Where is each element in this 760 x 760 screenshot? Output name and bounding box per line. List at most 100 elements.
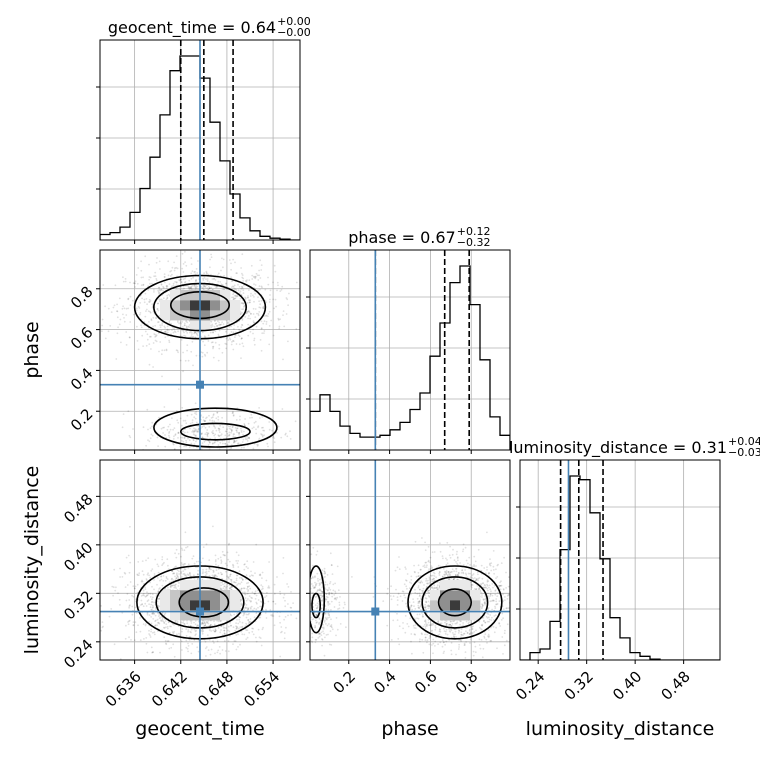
sample-point — [499, 625, 502, 627]
sample-point — [218, 335, 220, 337]
density-block — [200, 610, 211, 621]
sample-point — [478, 587, 481, 590]
sample-point — [483, 620, 485, 623]
sample-point — [125, 344, 128, 346]
sample-point — [259, 259, 262, 262]
sample-point — [245, 638, 248, 640]
sample-point — [131, 605, 134, 608]
sample-point — [484, 584, 487, 587]
sample-point — [253, 337, 256, 340]
sample-point — [122, 280, 125, 283]
sample-point — [171, 329, 173, 331]
sample-point — [265, 595, 268, 597]
sample-point — [133, 282, 136, 284]
sample-point — [187, 629, 190, 631]
sample-point — [275, 305, 277, 308]
sample-point — [432, 642, 435, 645]
sample-point — [247, 608, 250, 610]
sample-point — [197, 260, 199, 262]
sample-point — [213, 325, 216, 328]
sample-point — [421, 537, 423, 539]
sample-point — [166, 328, 169, 331]
sample-point — [175, 565, 177, 568]
sample-point — [465, 641, 467, 643]
sample-point — [280, 436, 283, 439]
sample-point — [209, 287, 211, 290]
sample-point — [468, 633, 471, 635]
sample-point — [262, 426, 264, 429]
sample-point — [241, 626, 243, 628]
sample-point — [190, 442, 193, 445]
sample-point — [233, 284, 236, 287]
density-block — [210, 300, 221, 311]
sample-point — [498, 622, 500, 624]
sample-point — [217, 444, 220, 446]
sample-point — [257, 425, 260, 428]
sample-point — [463, 632, 466, 635]
sample-point — [139, 312, 142, 314]
sample-point — [486, 579, 489, 582]
sample-point — [119, 576, 121, 578]
sample-point — [145, 637, 148, 639]
sample-point — [258, 306, 261, 309]
sample-point — [194, 434, 197, 437]
sample-point — [186, 647, 189, 650]
sample-point — [240, 326, 243, 328]
sample-point — [216, 440, 219, 443]
sample-point — [473, 564, 475, 566]
sample-point — [223, 629, 226, 632]
sample-point — [221, 581, 224, 584]
sample-point — [226, 443, 229, 446]
sample-point — [281, 630, 283, 633]
sample-point — [140, 324, 143, 327]
sample-point — [245, 616, 248, 619]
sample-point — [208, 287, 211, 290]
sample-point — [150, 433, 153, 436]
sample-point — [203, 335, 206, 337]
sample-point — [213, 623, 216, 626]
sample-point — [230, 624, 233, 627]
sample-point — [148, 633, 151, 635]
sample-point — [194, 430, 196, 433]
sample-point — [173, 435, 175, 438]
sample-point — [209, 419, 211, 421]
sample-point — [152, 325, 155, 328]
sample-point — [147, 310, 150, 313]
sample-point — [262, 429, 264, 432]
density-block — [200, 590, 211, 601]
sample-point — [480, 591, 482, 594]
sample-point — [209, 653, 212, 656]
sample-point — [487, 636, 490, 639]
sample-point — [140, 595, 143, 597]
sample-point — [123, 320, 126, 323]
sample-point — [254, 277, 257, 280]
sample-point — [188, 439, 191, 442]
sample-point — [265, 320, 268, 323]
sample-point — [165, 623, 168, 625]
sample-point — [128, 336, 131, 339]
sample-point — [472, 625, 474, 628]
sample-point — [161, 564, 164, 567]
sample-point — [224, 562, 227, 565]
sample-point — [247, 310, 250, 313]
sample-point — [244, 607, 247, 610]
sample-point — [140, 269, 143, 272]
sample-point — [235, 577, 238, 580]
sample-point — [210, 256, 213, 259]
sample-point — [210, 417, 213, 419]
sample-point — [167, 331, 169, 334]
sample-point — [389, 595, 392, 597]
sample-point — [138, 606, 141, 608]
sample-point — [421, 611, 423, 614]
sample-point — [195, 284, 198, 286]
sample-point — [487, 592, 489, 595]
sample-point — [457, 572, 460, 574]
sample-point — [448, 570, 450, 573]
sample-point — [148, 363, 151, 366]
density-block — [200, 310, 211, 321]
sample-point — [215, 569, 218, 572]
sample-point — [494, 590, 497, 592]
sample-point — [159, 326, 162, 329]
sample-point — [151, 303, 154, 305]
sample-point — [135, 631, 138, 634]
